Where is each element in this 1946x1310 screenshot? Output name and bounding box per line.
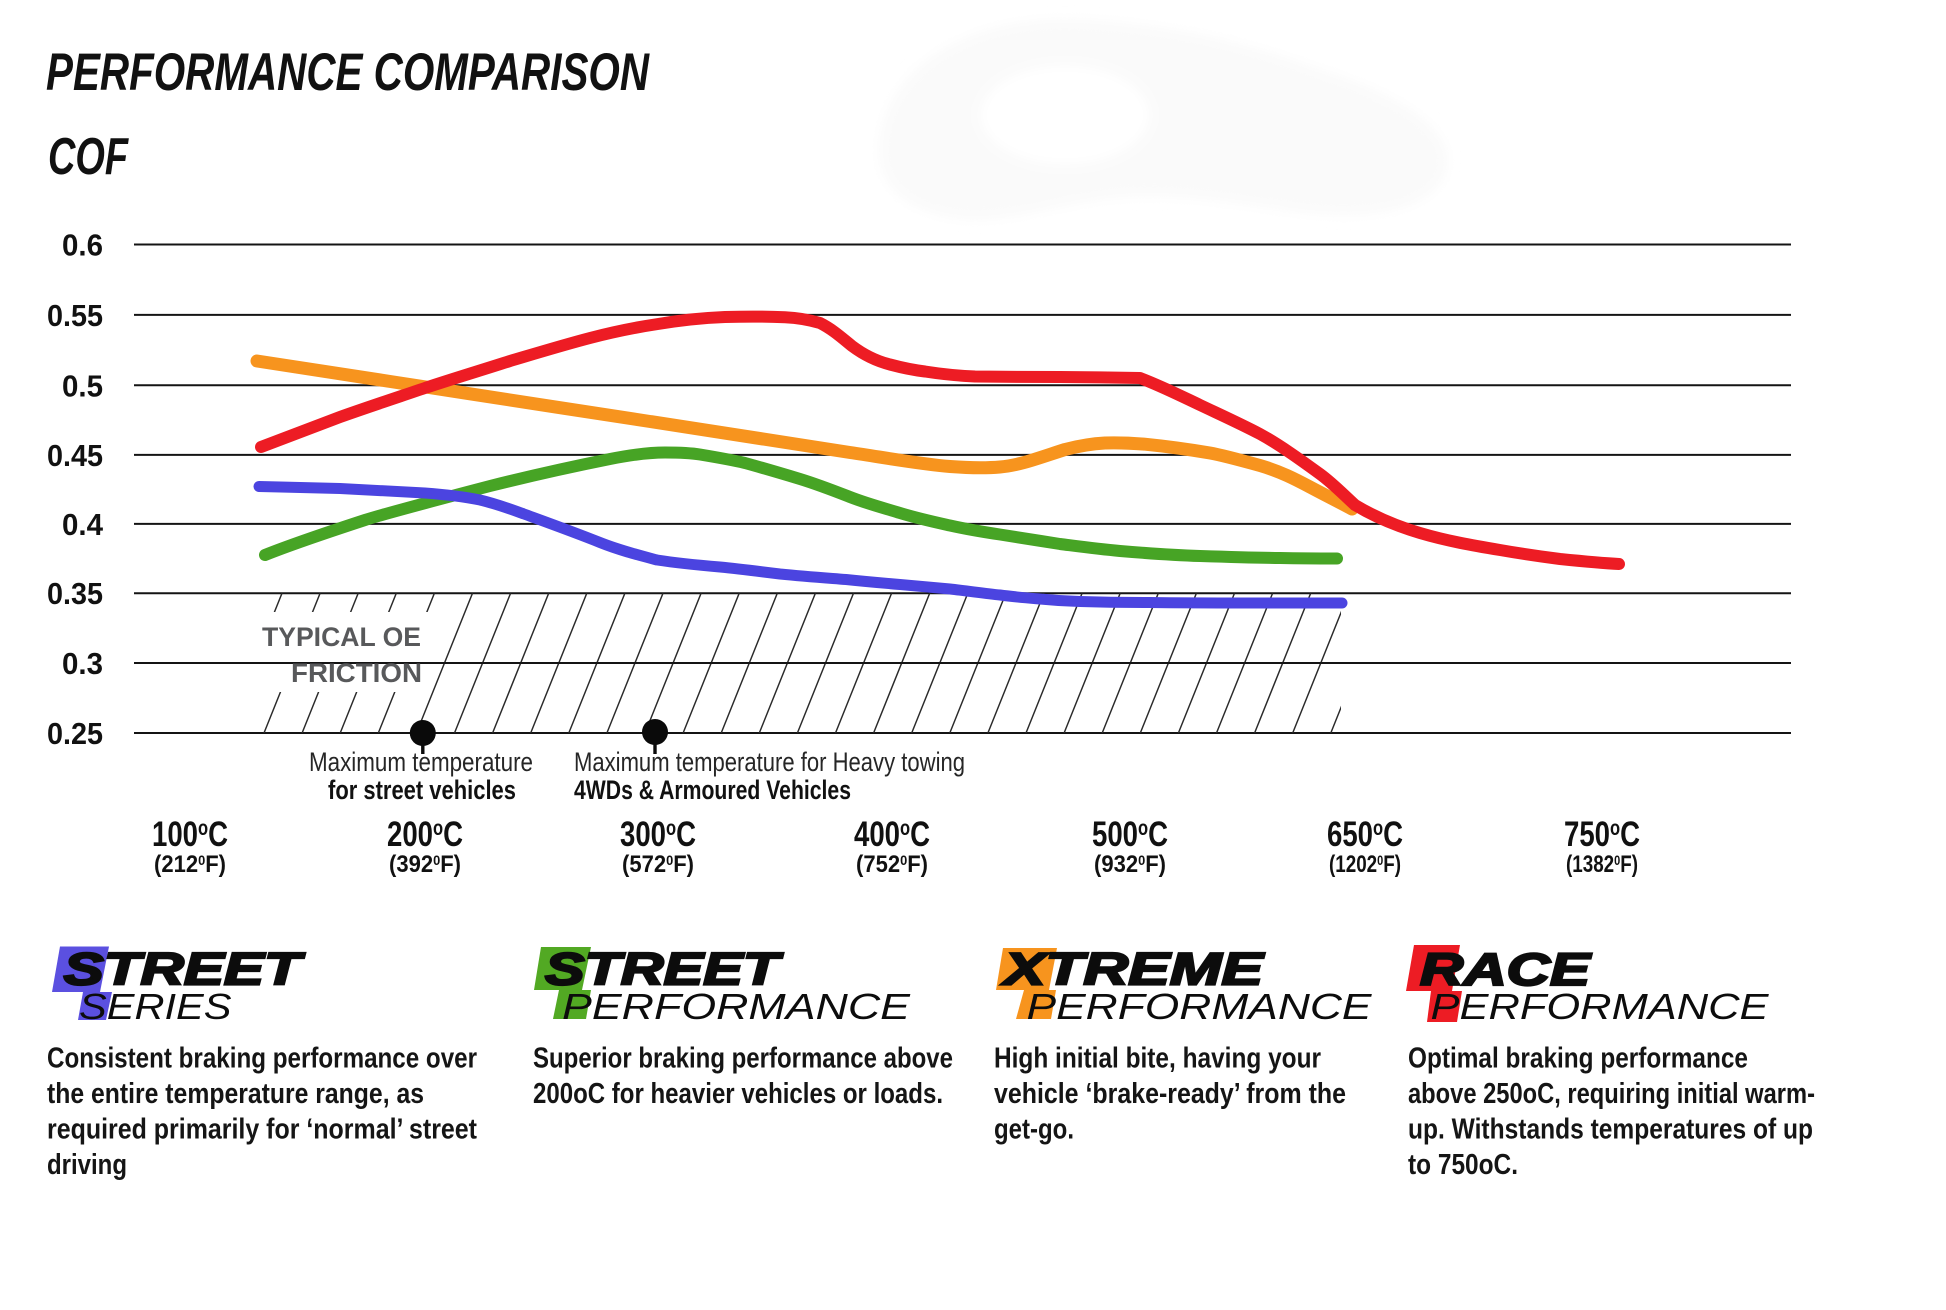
svg-text:XTREME: XTREME bbox=[1000, 944, 1266, 995]
svg-text:Maximum temperature for Heavy: Maximum temperature for Heavy towing bbox=[574, 747, 965, 777]
svg-text:TYPICAL OE: TYPICAL OE bbox=[262, 622, 421, 652]
svg-text:0.55: 0.55 bbox=[47, 298, 103, 333]
svg-text:required primarily for ‘normal: required primarily for ‘normal’ street bbox=[47, 1114, 477, 1146]
svg-text:500oC: 500oC bbox=[1092, 815, 1168, 854]
svg-text:400oC: 400oC bbox=[854, 815, 930, 854]
svg-text:0.45: 0.45 bbox=[47, 438, 103, 473]
svg-text:up. Withstands temperatures of: up. Withstands temperatures of up bbox=[1408, 1114, 1813, 1146]
svg-text:300oC: 300oC bbox=[620, 815, 696, 854]
svg-text:for street vehicles: for street vehicles bbox=[328, 775, 516, 805]
svg-text:PERFORMANCE: PERFORMANCE bbox=[562, 986, 911, 1027]
svg-text:0.35: 0.35 bbox=[47, 576, 103, 611]
svg-text:0.6: 0.6 bbox=[62, 228, 103, 263]
svg-text:driving: driving bbox=[47, 1149, 127, 1181]
svg-text:PERFORMANCE: PERFORMANCE bbox=[1431, 986, 1770, 1027]
svg-text:SERIES: SERIES bbox=[79, 986, 232, 1027]
svg-text:4WDs & Armoured Vehicles: 4WDs & Armoured Vehicles bbox=[574, 775, 851, 805]
svg-text:200oC for heavier vehicles or: 200oC for heavier vehicles or loads. bbox=[533, 1078, 943, 1110]
svg-text:0.4: 0.4 bbox=[62, 507, 104, 542]
svg-text:to 750oC.: to 750oC. bbox=[1408, 1149, 1518, 1181]
svg-text:0.3: 0.3 bbox=[62, 646, 103, 681]
svg-text:200oC: 200oC bbox=[387, 815, 463, 854]
svg-text:Consistent braking performance: Consistent braking performance over bbox=[47, 1043, 477, 1075]
svg-text:(2120F): (2120F) bbox=[154, 851, 226, 878]
svg-text:RACE: RACE bbox=[1420, 944, 1593, 995]
svg-text:100oC: 100oC bbox=[152, 815, 228, 854]
svg-text:(12020F): (12020F) bbox=[1329, 851, 1401, 878]
svg-text:the entire temperature range,: the entire temperature range, as bbox=[47, 1078, 424, 1110]
svg-text:get-go.: get-go. bbox=[994, 1114, 1074, 1146]
svg-text:Maximum temperature: Maximum temperature bbox=[309, 747, 533, 777]
svg-text:(9320F): (9320F) bbox=[1094, 851, 1166, 878]
svg-text:0.5: 0.5 bbox=[62, 368, 103, 403]
svg-text:COF: COF bbox=[48, 128, 129, 186]
svg-text:PERFORMANCE: PERFORMANCE bbox=[1027, 986, 1373, 1027]
svg-text:Optimal braking performance: Optimal braking performance bbox=[1408, 1043, 1748, 1075]
svg-text:750oC: 750oC bbox=[1564, 815, 1640, 854]
svg-text:STREET: STREET bbox=[545, 943, 784, 994]
svg-text:(5720F): (5720F) bbox=[622, 851, 694, 878]
svg-text:above 250oC, requiring initial: above 250oC, requiring initial warm- bbox=[1408, 1078, 1815, 1110]
svg-text:650oC: 650oC bbox=[1327, 815, 1403, 854]
svg-text:(3920F): (3920F) bbox=[389, 851, 461, 878]
svg-text:(7520F): (7520F) bbox=[856, 851, 928, 878]
svg-text:0.25: 0.25 bbox=[47, 716, 103, 751]
svg-text:High initial bite, having your: High initial bite, having your bbox=[994, 1043, 1321, 1075]
svg-text:FRICTION: FRICTION bbox=[291, 658, 422, 688]
svg-text:vehicle ‘brake-ready’ from the: vehicle ‘brake-ready’ from the bbox=[994, 1078, 1346, 1110]
svg-text:Superior braking performance a: Superior braking performance above bbox=[533, 1043, 953, 1075]
svg-text:(13820F): (13820F) bbox=[1566, 851, 1638, 878]
svg-text:PERFORMANCE COMPARISON: PERFORMANCE COMPARISON bbox=[46, 43, 650, 102]
svg-text:STREET: STREET bbox=[64, 944, 306, 995]
